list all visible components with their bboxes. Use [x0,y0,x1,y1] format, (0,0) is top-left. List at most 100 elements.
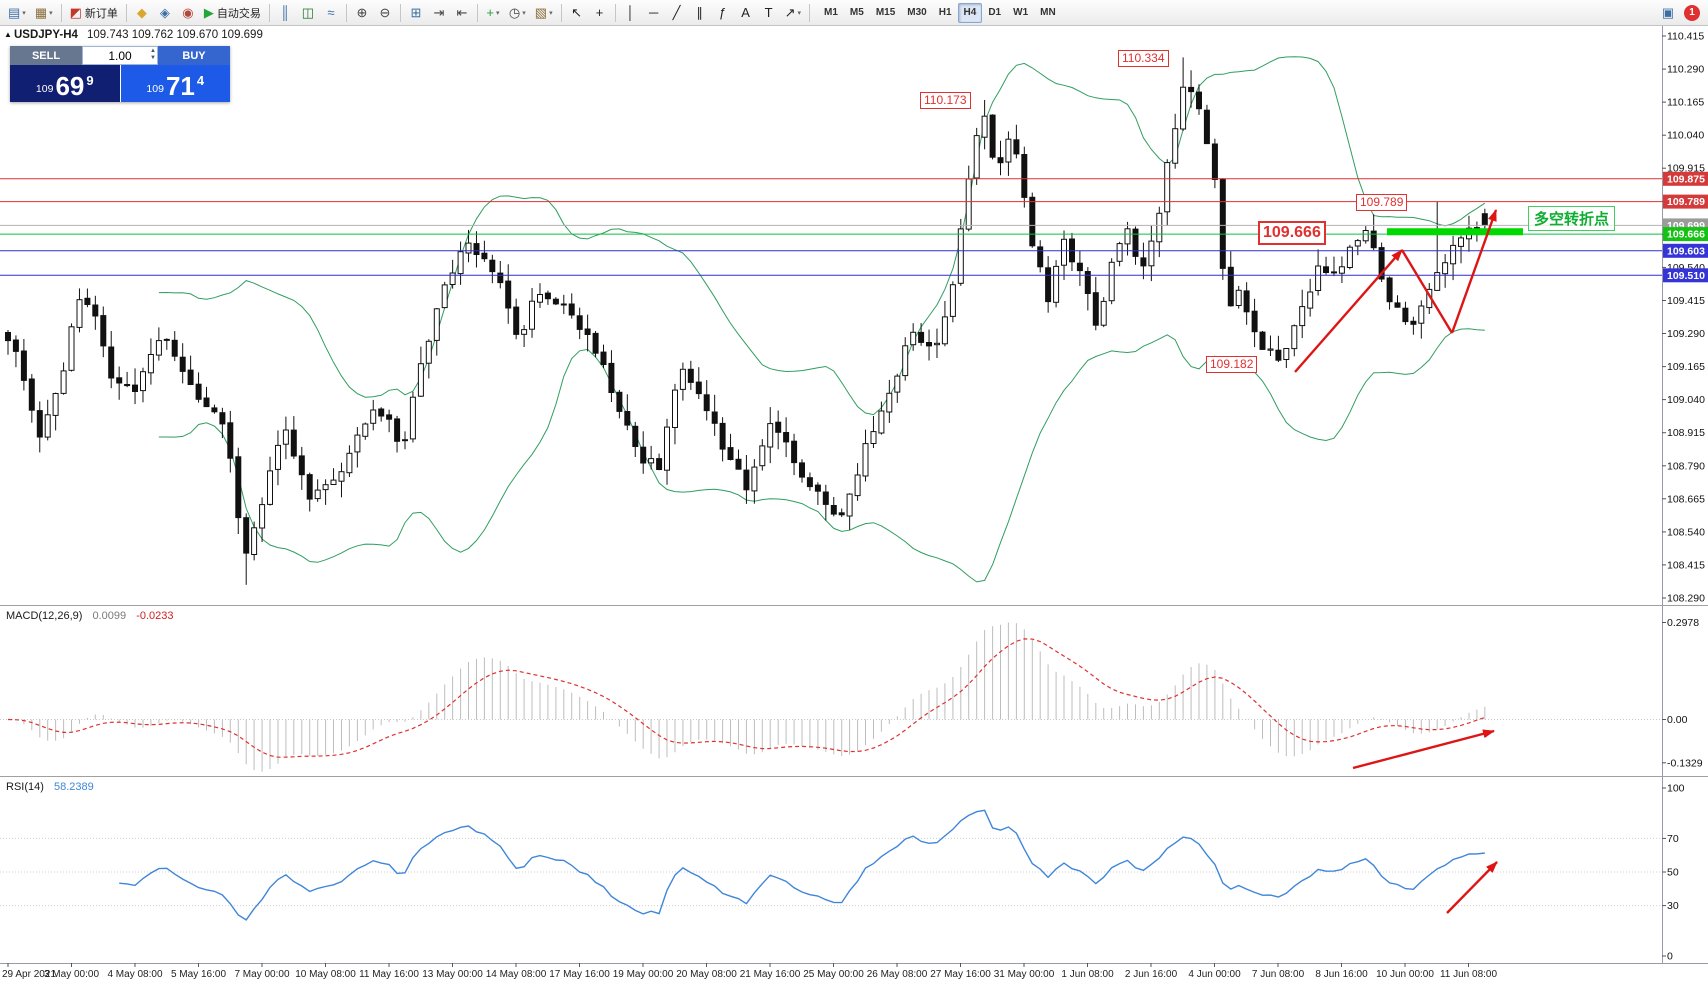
lot-size-input[interactable]: 1.00 ▲ ▼ [82,46,158,65]
timeframe-m15[interactable]: M15 [875,7,896,18]
navigator-icon[interactable]: ◉ [177,2,199,24]
timeframe-m30[interactable]: M30 [907,7,927,18]
price-tag-label: 109.666 [1667,229,1705,241]
chevron-down-icon: ▾ [495,9,500,17]
macd-signal-value: -0.0233 [136,610,174,622]
lot-increase-icon[interactable]: ▲ [150,48,156,54]
new-chart-icon[interactable]: ▤ ▾ [4,2,30,24]
oneclick-collapse-icon[interactable]: ▲ [4,30,12,39]
arrows-icon[interactable]: ↗ ▾ [781,2,805,24]
price-annotation[interactable]: 109.789 [1356,194,1408,211]
vertical-line-icon[interactable]: │ [620,2,642,24]
timeframe-h4[interactable]: H4 [957,2,983,23]
toolbar-separator [268,3,270,22]
price-annotation[interactable]: 110.334 [1118,50,1169,67]
horizontal-line-icon[interactable]: ─ [643,2,665,24]
time-tick-label: 20 May 08:00 [676,969,737,980]
toolbar-separator [345,3,347,22]
price-annotation[interactable]: 109.182 [1206,356,1258,373]
sell-price-big: 69 [55,71,85,101]
timeframe-h1[interactable]: H1 [938,7,952,18]
time-tick-label: 7 May 00:00 [234,969,289,980]
arrows-icon: ↗ [784,5,796,20]
fibonacci-icon[interactable]: ƒ [712,2,734,24]
periods-icon: ◷ [508,5,521,20]
profiles-icon: ▦ [34,5,48,20]
price-tick-label: 109.915 [1667,163,1705,175]
data-window-icon: ◈ [159,5,170,20]
one-click-trading-panel: SELL 1.00 ▲ ▼ BUY 109 69 9 109 [10,46,230,102]
chevron-down-icon: ▾ [797,9,802,17]
zoom-out-icon[interactable]: ⊖ [374,2,396,24]
price-tick-label: 109.290 [1667,328,1705,340]
crosshair-icon: + [595,5,604,20]
lot-decrease-icon[interactable]: ▼ [150,55,156,61]
bar-chart-icon[interactable]: ║ [274,2,296,24]
autotrading-button[interactable]: ▶ 自动交易 [200,2,265,24]
price-axis[interactable]: 110.415 110.290 110.165 110.040 109.915 109.7… [1662,31,1708,963]
buy-button[interactable]: BUY [158,46,230,65]
candlestick-icon[interactable]: ◫ [297,2,319,24]
main-price-panel [0,56,1662,585]
toolbar-separator [560,3,562,22]
lot-spinner[interactable]: ▲ ▼ [150,48,156,62]
chevron-down-icon: ▾ [549,9,553,17]
timeframe-m1[interactable]: M1 [824,7,838,18]
auto-scroll-icon[interactable]: ⇥ [428,2,450,24]
symbol-label: USDJPY-H4 [14,29,78,41]
data-window-icon[interactable]: ◈ [154,2,176,24]
rsi-axis-label: 30 [1667,900,1679,912]
macd-signal-line [7,638,1485,758]
price-tag [1663,194,1708,209]
price-annotation[interactable]: 110.173 [920,92,971,109]
channel-icon[interactable]: ∥ [689,2,711,24]
rsi-label: RSI(14) 58.2389 [6,781,94,793]
indicators-icon[interactable]: + ▾ [482,2,504,24]
price-tick-label: 109.415 [1667,295,1705,307]
text-icon[interactable]: A [735,2,757,24]
periods-icon[interactable]: ◷ ▾ [505,2,530,24]
channel-icon: ∥ [696,5,703,20]
timeframe-m5[interactable]: M5 [849,7,864,18]
timeframe-d1[interactable]: D1 [988,7,1002,18]
chart-shift-icon[interactable]: ⇤ [451,2,473,24]
price-annotation[interactable]: 109.666 [1258,221,1326,245]
profiles-icon[interactable]: ▦ ▾ [31,2,57,24]
zoom-in-icon[interactable]: ⊕ [351,2,373,24]
cursor-icon[interactable]: ↖ [566,2,588,24]
market-watch-icon[interactable]: ◆ [131,2,153,24]
crosshair-icon[interactable]: + [589,2,611,24]
rsi-axis-label: 50 [1667,867,1679,879]
indicators-icon: + [486,5,494,20]
horizontal-line-icon: ─ [648,5,659,20]
timeframe-mn[interactable]: MN [1040,7,1056,18]
time-tick-label: 7 Jun 08:00 [1252,969,1305,980]
note-annotation[interactable]: 多空转折点 [1528,206,1616,231]
new-order-button[interactable]: ◩ 新订单 [66,2,122,24]
price-tick-label: 109.040 [1667,394,1705,406]
time-tick-label: 13 May 00:00 [422,969,483,980]
notification-badge[interactable]: 1 [1684,4,1700,21]
sell-button[interactable]: SELL [10,46,82,65]
time-tick-label: 25 May 00:00 [803,969,864,980]
macd-axis-label: 0.00 [1667,714,1688,726]
time-tick-label: 19 May 00:00 [613,969,674,980]
label-icon[interactable]: T [758,2,780,24]
time-tick-label: 10 Jun 00:00 [1376,969,1434,980]
line-chart-icon: ≈ [327,5,335,20]
sell-price-button[interactable]: 109 69 9 [10,65,120,102]
timeframe-w1[interactable]: W1 [1013,7,1029,18]
line-chart-icon[interactable]: ≈ [320,2,342,24]
rsi-value: 58.2389 [53,781,94,793]
templates-icon[interactable]: ▧ ▾ [531,2,557,24]
alerts-icon[interactable]: ▣ [1661,5,1675,20]
ohlc-values: 109.743 109.762 109.670 109.699 [86,29,263,41]
tile-windows-icon[interactable]: ⊞ [405,2,427,24]
buy-price-button[interactable]: 109 71 4 [120,65,230,102]
trend-arrows[interactable] [1294,209,1498,373]
label-icon: T [764,5,773,20]
trendline-icon[interactable]: ╱ [666,2,688,24]
